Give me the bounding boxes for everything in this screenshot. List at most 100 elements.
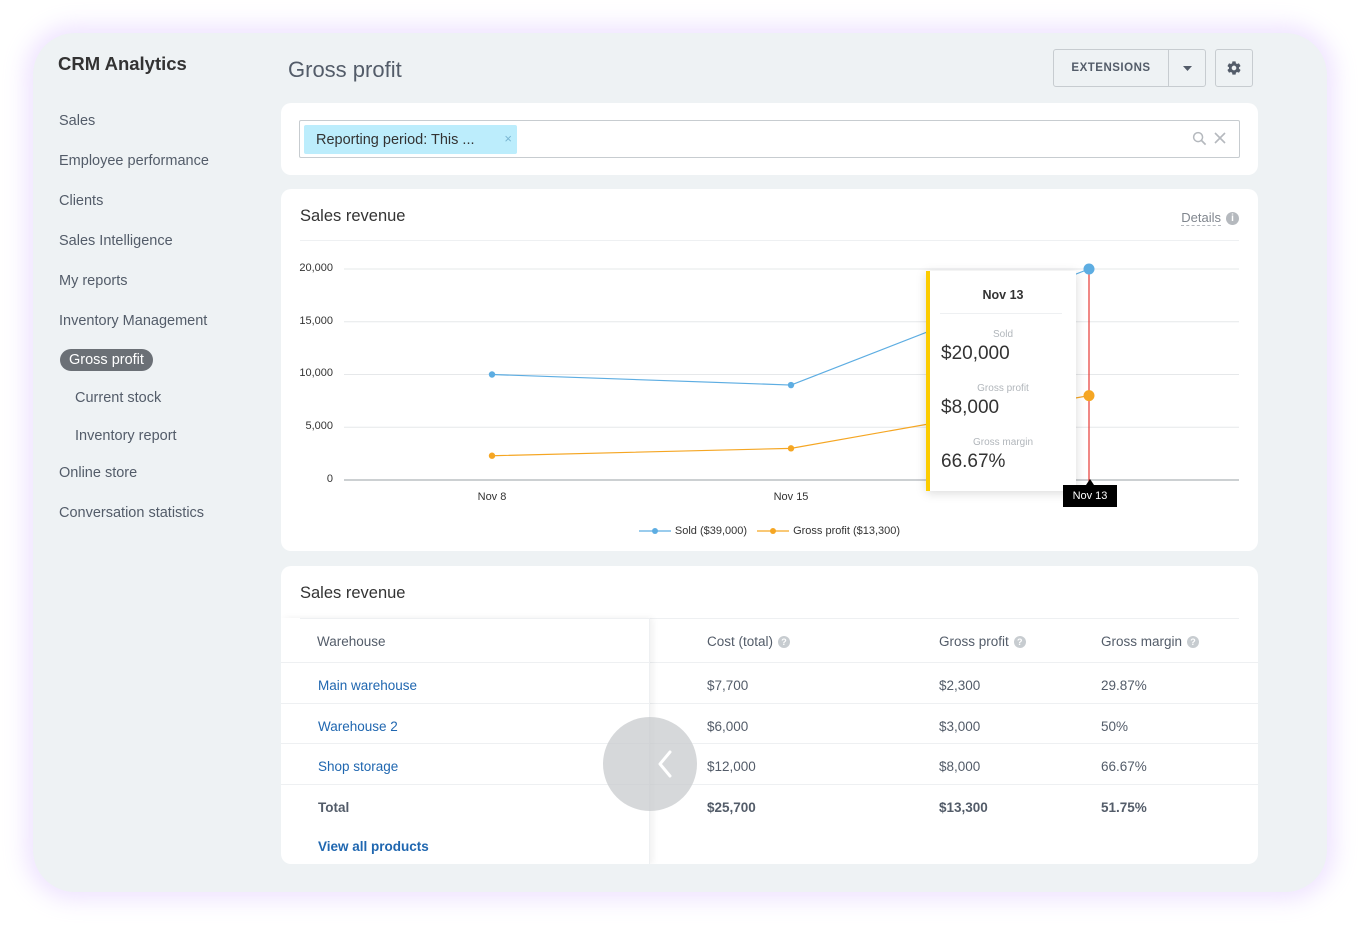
legend-marker-gross-profit bbox=[757, 528, 790, 534]
y-tick-label: 10,000 bbox=[299, 367, 333, 379]
total-profit: $13,300 bbox=[939, 800, 988, 815]
data-point bbox=[1083, 390, 1095, 402]
x-tick-label: Nov 15 bbox=[773, 491, 809, 503]
total-margin: 51.75% bbox=[1101, 800, 1147, 815]
row-divider bbox=[281, 662, 1258, 663]
chart-card-divider bbox=[300, 240, 1239, 241]
table-card-title: Sales revenue bbox=[300, 584, 406, 602]
data-point bbox=[787, 445, 795, 452]
cursor-date-badge: Nov 13 bbox=[1063, 485, 1117, 507]
sidebar-item-current-stock[interactable]: Current stock bbox=[75, 390, 162, 406]
extensions-label: EXTENSIONS bbox=[1071, 62, 1151, 74]
info-icon: i bbox=[1226, 211, 1239, 225]
filter-input[interactable]: Reporting period: This ... × bbox=[299, 120, 1240, 158]
sidebar-item-gross-profit[interactable]: Gross profit bbox=[60, 349, 153, 371]
filter-card: Reporting period: This ... × bbox=[281, 103, 1258, 175]
sidebar-item-sales[interactable]: Sales bbox=[59, 113, 96, 129]
column-header-label: Cost (total) bbox=[707, 634, 774, 649]
profit-cell: $3,000 bbox=[939, 719, 981, 734]
chart-legend: Sold ($39,000) Gross profit ($13,300) bbox=[281, 525, 1258, 537]
chip-remove-icon[interactable]: × bbox=[504, 131, 512, 146]
y-tick-label: 15,000 bbox=[299, 315, 333, 327]
margin-cell: 66.67% bbox=[1101, 759, 1147, 774]
tooltip-margin-caption: Gross margin bbox=[972, 437, 1033, 448]
scroll-left-button[interactable] bbox=[603, 717, 697, 811]
tooltip-divider bbox=[940, 313, 1062, 314]
profit-cell: $2,300 bbox=[939, 678, 981, 693]
tooltip-date: Nov 13 bbox=[982, 288, 1024, 302]
legend-item-gross-profit[interactable]: Gross profit ($13,300) bbox=[757, 525, 900, 537]
view-all-products-link[interactable]: View all products bbox=[318, 839, 429, 854]
cost-cell: $7,700 bbox=[707, 678, 749, 693]
data-point bbox=[1083, 263, 1095, 275]
sidebar-item-sales-intelligence[interactable]: Sales Intelligence bbox=[59, 233, 173, 249]
column-header-label: Gross profit bbox=[939, 634, 1009, 649]
extensions-separator bbox=[1168, 50, 1169, 86]
tooltip-sold-value: $20,000 bbox=[941, 343, 1010, 364]
sales-revenue-table-card: Sales revenue Warehouse Cost (total) ? G… bbox=[281, 566, 1258, 864]
sidebar-item-employee-performance[interactable]: Employee performance bbox=[59, 153, 209, 169]
chart-tooltip: Nov 13 Sold $20,000 Gross profit $8,000 … bbox=[926, 271, 1076, 491]
legend-label: Gross profit ($13,300) bbox=[793, 525, 901, 537]
sales-revenue-chart-card: Sales revenue Details i 20,000 15,000 10… bbox=[281, 189, 1258, 551]
total-label: Total bbox=[318, 800, 350, 815]
profit-cell: $8,000 bbox=[939, 759, 981, 774]
sidebar-item-my-reports[interactable]: My reports bbox=[59, 273, 128, 289]
details-link[interactable]: Details i bbox=[1181, 210, 1239, 226]
row-divider bbox=[281, 784, 1258, 785]
column-header-gross-profit[interactable]: Gross profit ? bbox=[939, 634, 1026, 649]
legend-item-sold[interactable]: Sold ($39,000) bbox=[638, 525, 747, 537]
row-divider bbox=[281, 743, 1258, 744]
column-header-gross-margin[interactable]: Gross margin ? bbox=[1101, 634, 1200, 649]
column-header-cost[interactable]: Cost (total) ? bbox=[707, 634, 791, 649]
filter-chip[interactable]: Reporting period: This ... × bbox=[304, 125, 517, 154]
sidebar-item-inventory-report[interactable]: Inventory report bbox=[75, 428, 177, 444]
warehouse-link[interactable]: Shop storage bbox=[318, 759, 399, 774]
sidebar-item-clients[interactable]: Clients bbox=[59, 193, 104, 209]
y-tick-label: 5,000 bbox=[305, 420, 333, 432]
filter-chip-label: Reporting period: This ... bbox=[316, 131, 475, 148]
help-icon[interactable]: ? bbox=[778, 635, 791, 648]
x-tick-label: Nov 8 bbox=[477, 491, 507, 503]
legend-marker-sold bbox=[638, 528, 671, 534]
gear-icon bbox=[1227, 61, 1241, 75]
chevron-left-icon bbox=[658, 750, 672, 778]
fixed-column-shadow bbox=[281, 618, 650, 864]
margin-cell: 29.87% bbox=[1101, 678, 1147, 693]
column-header-warehouse[interactable]: Warehouse bbox=[317, 634, 386, 649]
app-window: CRM Analytics Sales Employee performance… bbox=[33, 33, 1327, 892]
row-divider bbox=[281, 703, 1258, 704]
page-title: Gross profit bbox=[288, 57, 402, 82]
warehouse-link[interactable]: Warehouse 2 bbox=[318, 719, 398, 734]
table-card-divider bbox=[300, 618, 1239, 619]
sidebar-item-online-store[interactable]: Online store bbox=[59, 465, 138, 481]
tooltip-profit-caption: Gross profit bbox=[977, 383, 1029, 394]
sidebar-item-inventory-management[interactable]: Inventory Management bbox=[59, 313, 208, 329]
data-point bbox=[488, 371, 496, 378]
cursor-badge-arrow bbox=[1086, 479, 1094, 485]
data-point bbox=[787, 381, 795, 389]
chevron-down-icon[interactable] bbox=[1169, 65, 1205, 71]
column-header-label: Warehouse bbox=[317, 634, 386, 649]
tooltip-margin-value: 66.67% bbox=[941, 451, 1006, 472]
extensions-button[interactable]: EXTENSIONS bbox=[1053, 49, 1206, 87]
warehouse-link[interactable]: Main warehouse bbox=[318, 678, 418, 693]
sidebar-item-conversation-statistics[interactable]: Conversation statistics bbox=[59, 505, 205, 521]
chart-card-title: Sales revenue bbox=[300, 207, 406, 225]
search-icon[interactable] bbox=[1192, 131, 1207, 151]
margin-cell: 50% bbox=[1101, 719, 1129, 734]
y-tick-label: 20,000 bbox=[299, 262, 333, 274]
column-header-label: Gross margin bbox=[1101, 634, 1183, 649]
tooltip-profit-value: $8,000 bbox=[941, 397, 1000, 418]
tooltip-sold-caption: Sold bbox=[992, 329, 1013, 340]
close-icon[interactable] bbox=[1213, 131, 1227, 150]
settings-button[interactable] bbox=[1215, 49, 1253, 87]
help-icon[interactable]: ? bbox=[1013, 635, 1026, 648]
total-cost: $25,700 bbox=[707, 800, 756, 815]
app-title: CRM Analytics bbox=[58, 53, 187, 74]
cost-cell: $12,000 bbox=[707, 759, 756, 774]
help-icon[interactable]: ? bbox=[1187, 635, 1200, 648]
line-chart bbox=[344, 263, 1239, 484]
data-point bbox=[488, 452, 496, 459]
cost-cell: $6,000 bbox=[707, 719, 749, 734]
